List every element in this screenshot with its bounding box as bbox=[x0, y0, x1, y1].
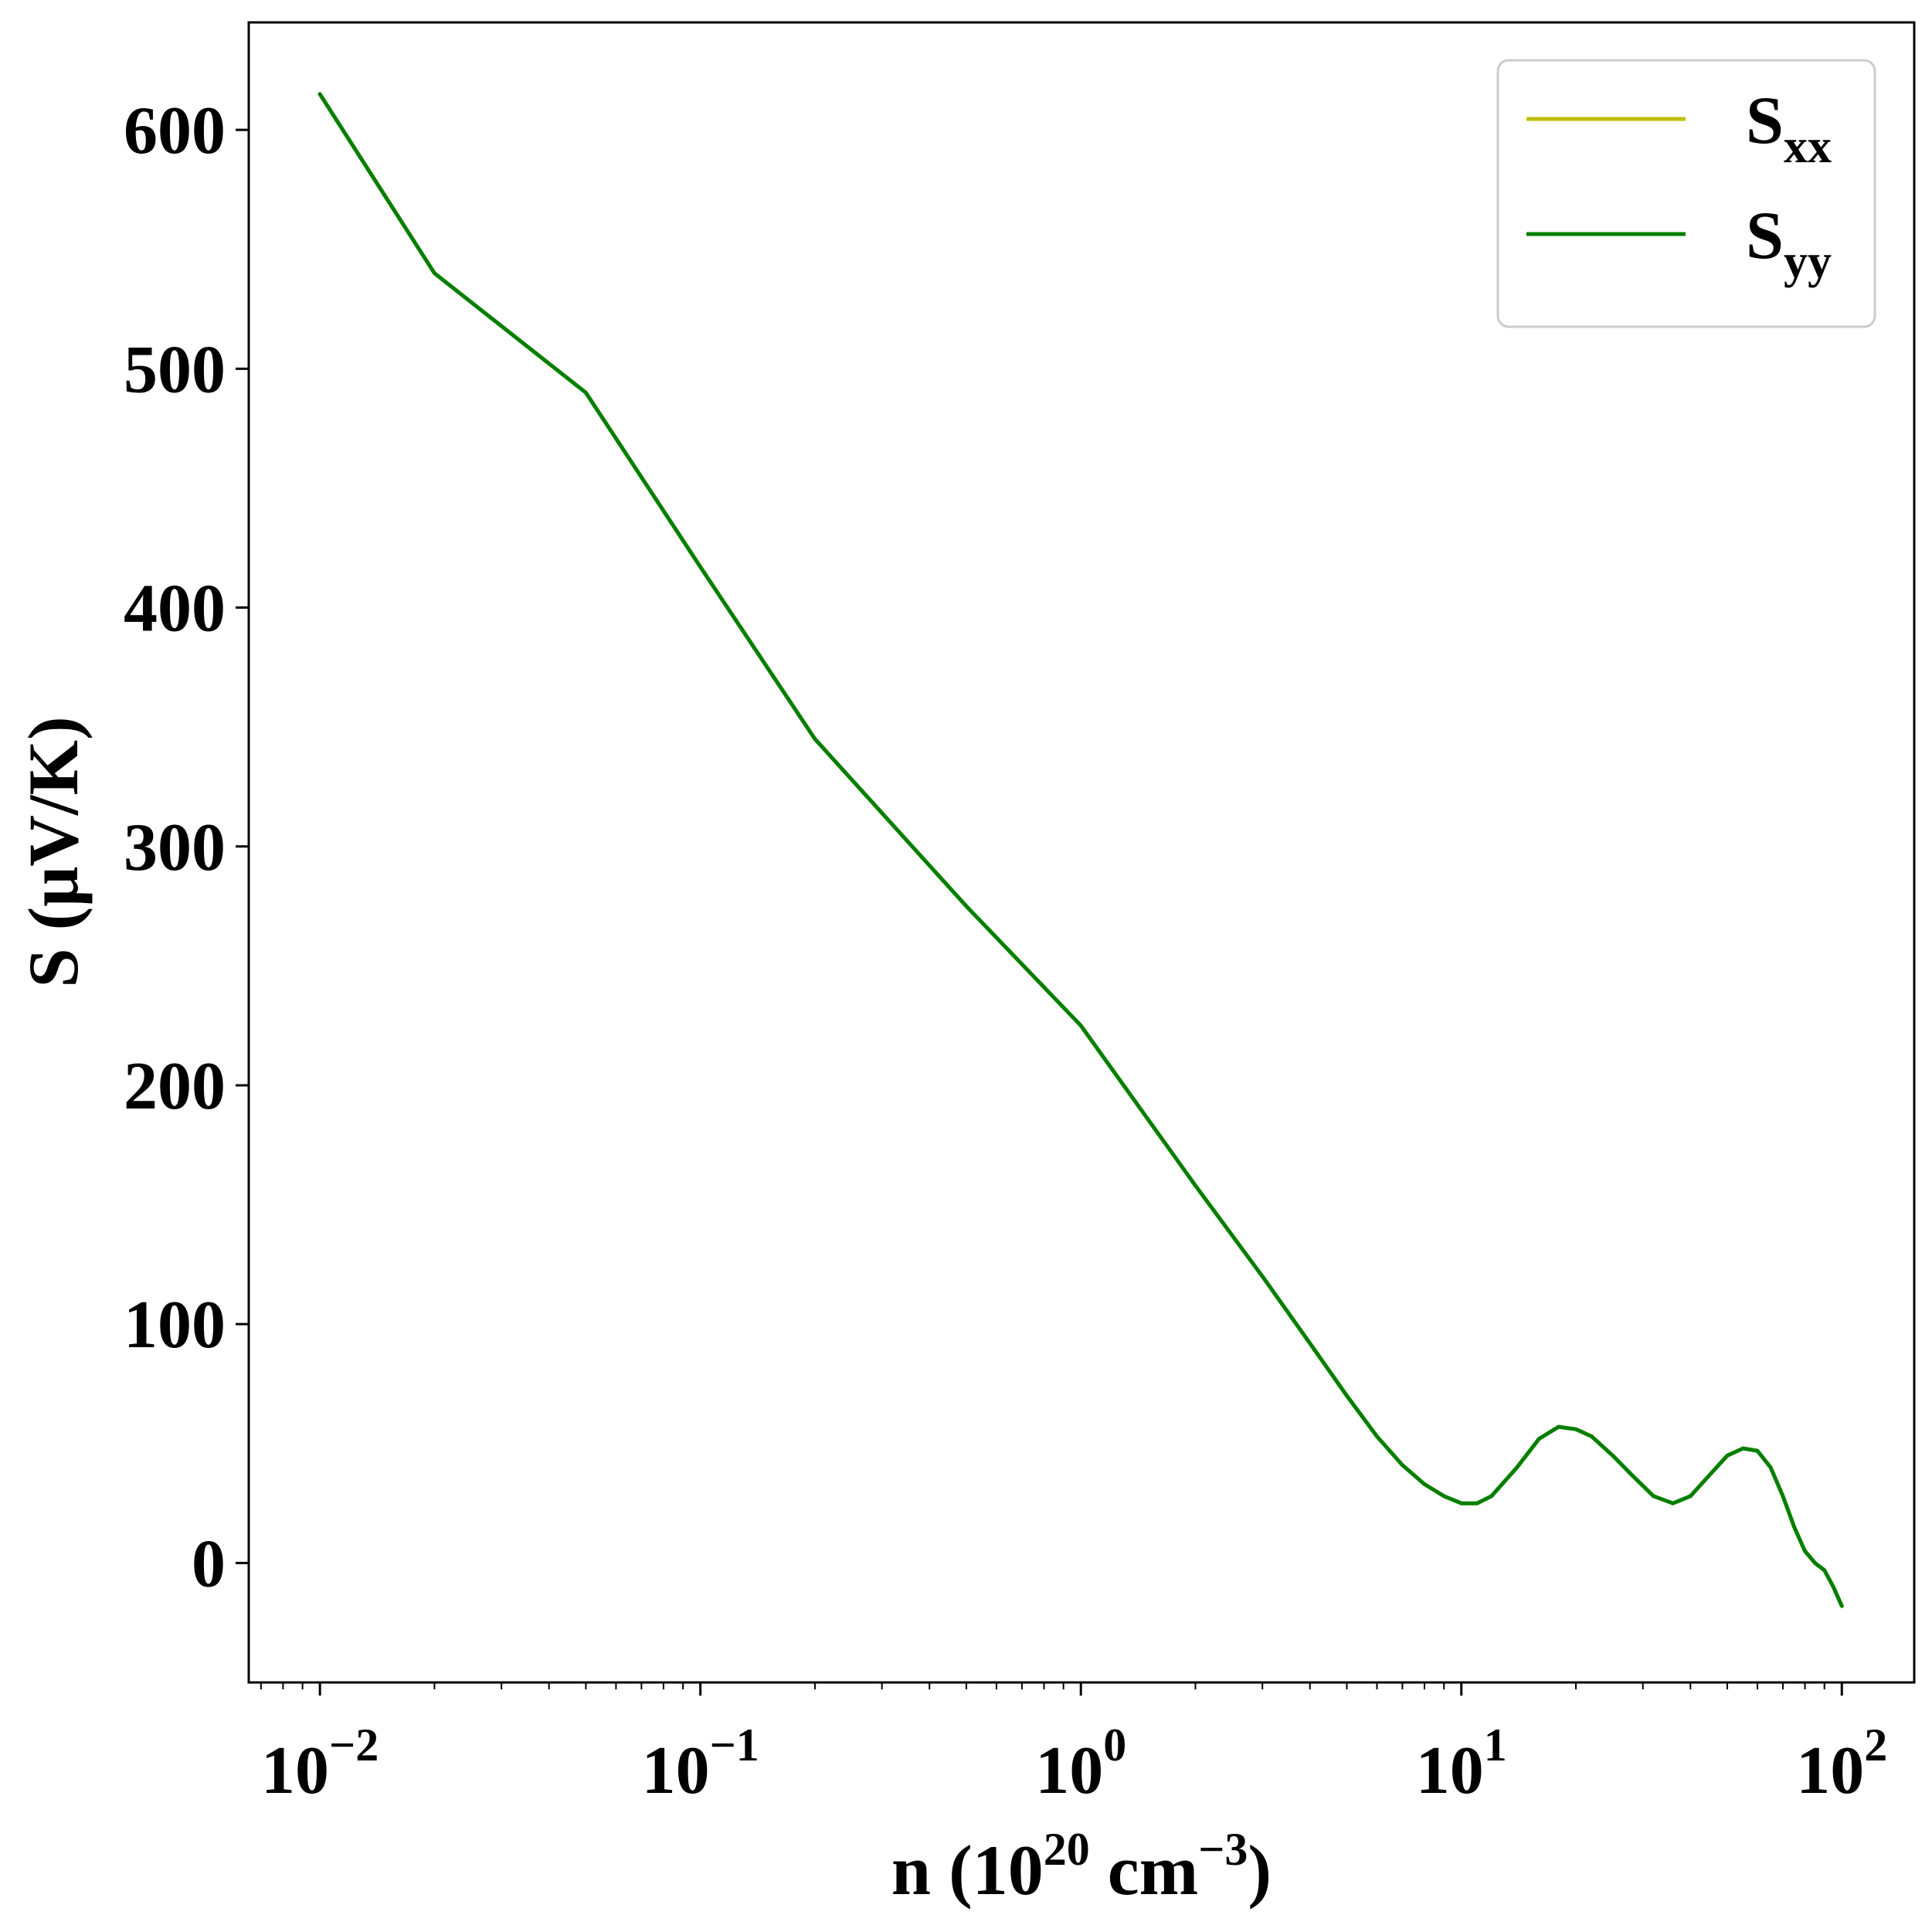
y-tick-label-3: 300 bbox=[124, 810, 226, 885]
y-tick-label-5: 500 bbox=[124, 332, 226, 407]
x-axis-label-mid: cm bbox=[1090, 1831, 1198, 1910]
legend-label-syy-main: S bbox=[1746, 199, 1784, 273]
x-tick-label-0: 10−2 bbox=[261, 1720, 379, 1808]
x-axis-ticks: 10−2 10−1 100 101 102 bbox=[261, 1682, 1887, 1808]
x-axis-label-sup1: 20 bbox=[1044, 1824, 1090, 1875]
y-tick-label-0: 0 bbox=[192, 1526, 226, 1601]
y-tick-label-4: 400 bbox=[124, 572, 226, 647]
legend-label-sxx-sub: xx bbox=[1784, 121, 1832, 173]
y-tick-label-2: 200 bbox=[124, 1049, 226, 1124]
series-layer bbox=[317, 92, 1844, 1608]
x-axis-label-main: n (10 bbox=[891, 1831, 1044, 1910]
x-axis-label: n (1020 cm−3) bbox=[891, 1824, 1272, 1910]
x-tick-label-4: 102 bbox=[1796, 1720, 1887, 1808]
series-line-yy bbox=[317, 92, 1844, 1608]
y-tick-label-1: 100 bbox=[124, 1288, 226, 1363]
legend-label-sxx: Sxx bbox=[1746, 83, 1832, 173]
y-axis-ticks: 0 100 200 300 400 500 600 bbox=[124, 93, 249, 1601]
x-tick-label-2: 100 bbox=[1035, 1720, 1126, 1808]
legend-label-sxx-main: S bbox=[1746, 83, 1784, 158]
y-tick-label-6: 600 bbox=[124, 93, 226, 168]
y-axis-label: S (μV/K) bbox=[14, 716, 93, 987]
x-tick-label-1: 10−1 bbox=[642, 1720, 759, 1808]
legend: Sxx Syy bbox=[1496, 59, 1876, 328]
x-axis-label-sup2: −3 bbox=[1198, 1824, 1248, 1875]
x-tick-label-3: 101 bbox=[1416, 1720, 1507, 1808]
x-axis-minor-ticks bbox=[260, 1682, 1825, 1689]
legend-label-syy-sub: yy bbox=[1784, 236, 1832, 288]
x-axis-label-end: ) bbox=[1248, 1831, 1272, 1910]
legend-box bbox=[1496, 59, 1876, 328]
legend-label-syy: Syy bbox=[1746, 199, 1832, 288]
